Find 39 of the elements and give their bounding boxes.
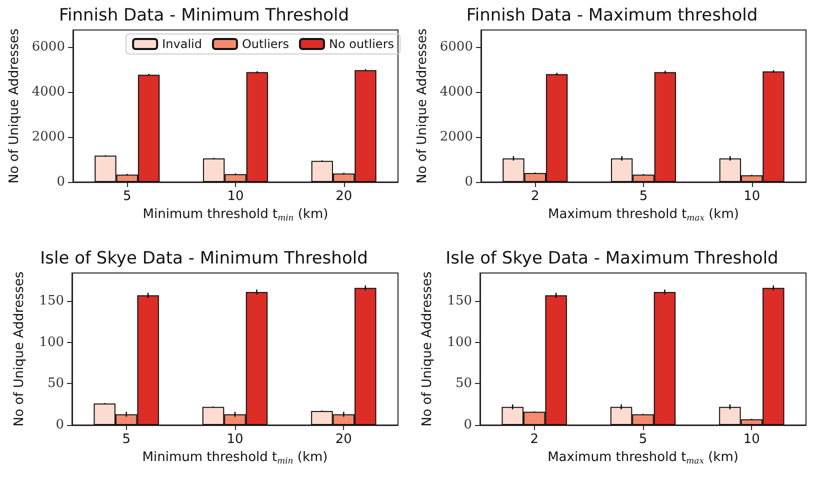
y-tick-label: 150 <box>39 294 64 309</box>
y-tick-label: 50 <box>455 376 472 392</box>
x-tick-label: 5 <box>123 189 132 204</box>
x-tick-label: 20 <box>335 432 352 447</box>
chart-title: Isle of Skye Data - Minimum Threshold <box>40 248 368 268</box>
x-tick-label: 5 <box>639 189 648 204</box>
y-tick-label: 0 <box>464 418 472 432</box>
y-tick-label: 100 <box>447 334 472 350</box>
x-tick-label: 10 <box>743 432 760 447</box>
x-tick-label: 5 <box>638 432 648 447</box>
y-tick-label: 100 <box>39 334 64 350</box>
y-axis-title: No of Unique Addresses <box>7 28 22 184</box>
x-tick-label: 10 <box>227 189 244 204</box>
legend-label: No outliers <box>328 37 394 51</box>
x-tick-label: 10 <box>226 432 244 447</box>
y-axis-title: No of Unique Addresses <box>420 271 435 427</box>
y-tick-label: 2000 <box>440 129 473 144</box>
y-tick-label: 150 <box>447 294 472 309</box>
x-tick-label: 2 <box>530 432 538 447</box>
chart-title: Isle of Skye Data - Maximum Threshold <box>446 248 778 268</box>
chart-title: Finnish Data - Maximum threshold <box>466 6 758 26</box>
y-axis-title: No of Unique Addresses <box>415 28 430 184</box>
y-tick-label: 4000 <box>32 84 65 100</box>
y-tick-label: 0 <box>56 418 64 432</box>
x-tick-label: 20 <box>336 189 352 204</box>
x-tick-label: 5 <box>122 432 130 447</box>
y-tick-label: 6000 <box>32 39 65 54</box>
y-tick-label: 2000 <box>32 129 65 144</box>
legend-label: Outliers <box>242 37 289 51</box>
chart-title: Finnish Data - Minimum Threshold <box>58 6 350 26</box>
y-tick-label: 6000 <box>440 39 473 54</box>
y-tick-label: 0 <box>56 174 65 190</box>
y-tick-label: 0 <box>464 174 473 190</box>
y-axis-title: No of Unique Addresses <box>12 271 27 427</box>
legend-label: Invalid <box>162 37 202 51</box>
y-tick-label: 4000 <box>440 84 473 100</box>
x-tick-label: 10 <box>744 189 760 204</box>
x-tick-label: 2 <box>531 189 540 204</box>
y-tick-label: 50 <box>47 376 64 392</box>
